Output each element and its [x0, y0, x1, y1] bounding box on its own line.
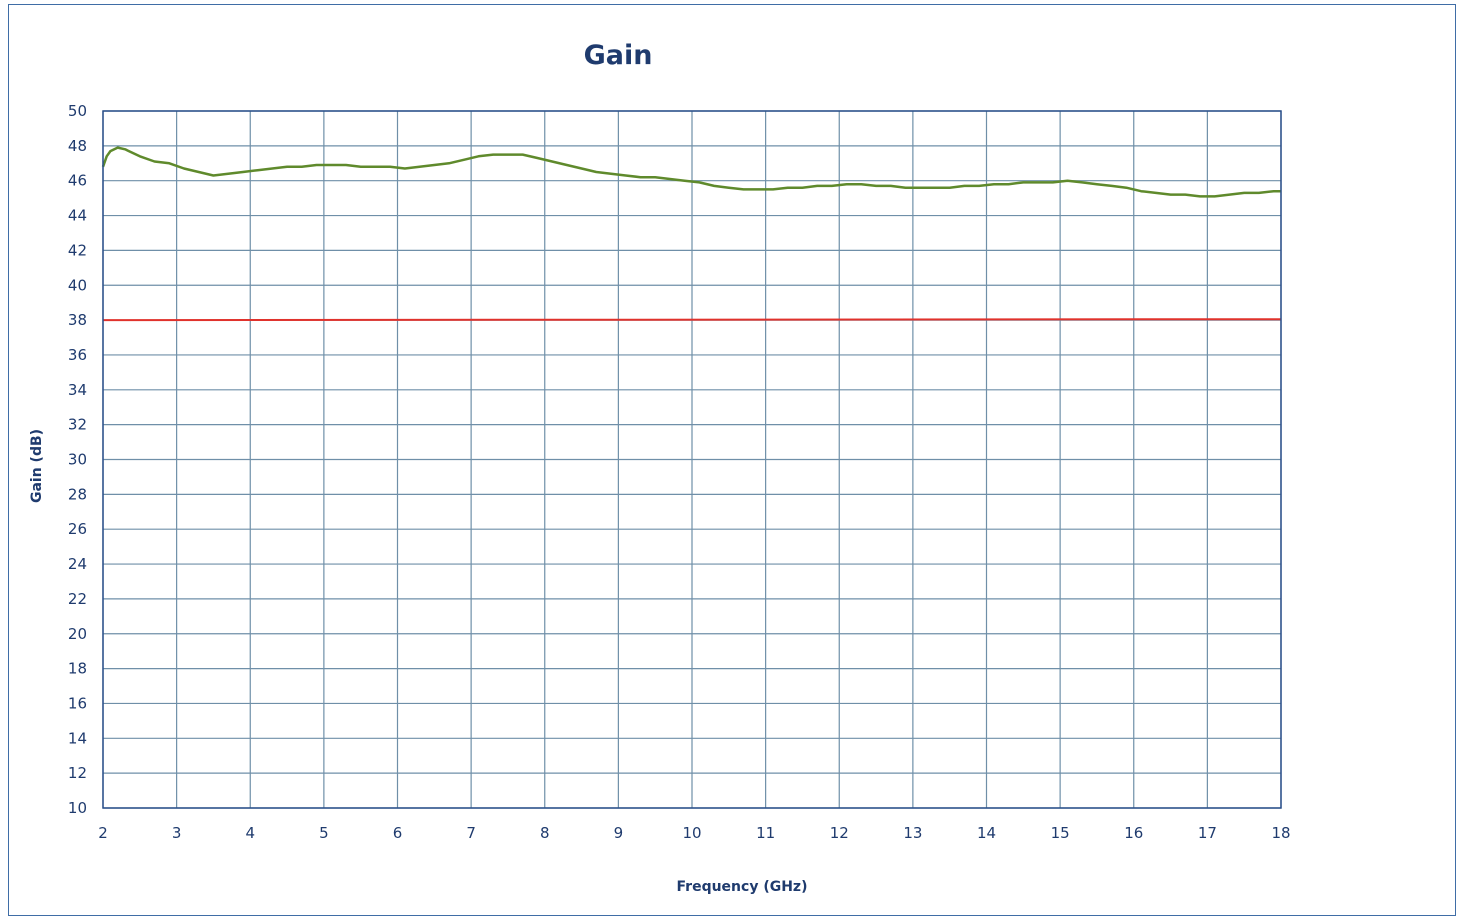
y-tick-label: 44	[68, 207, 87, 225]
gain-series-line	[101, 146, 1281, 198]
y-tick-label: 12	[68, 764, 87, 782]
x-tick-label: 2	[98, 824, 108, 842]
y-tick-label: 24	[68, 555, 87, 573]
x-tick-label: 7	[466, 824, 476, 842]
x-tick-label: 17	[1198, 824, 1217, 842]
x-tick-labels: 2 3 4 5 6 7 8 9 10 11 12 13 14 15 16 17 18	[98, 824, 1290, 842]
x-tick-label: 6	[393, 824, 403, 842]
x-tick-label: 11	[756, 824, 775, 842]
x-tick-label: 3	[172, 824, 182, 842]
y-tick-label: 32	[68, 416, 87, 434]
y-tick-label: 28	[68, 485, 87, 503]
x-tick-label: 16	[1124, 824, 1143, 842]
series-lines	[101, 146, 1282, 322]
y-tick-label: 18	[68, 660, 87, 678]
x-tick-label: 14	[977, 824, 996, 842]
y-tick-label: 50	[68, 102, 87, 120]
y-tick-label: 26	[68, 520, 87, 538]
y-tick-label: 34	[68, 381, 87, 399]
y-tick-labels: 10 12 14 16 18 20 22 24 26 28 30 32 34 36 38 40 42 44 46 48…	[68, 102, 87, 817]
x-tick-label: 5	[319, 824, 329, 842]
limit-series-line	[102, 318, 1282, 322]
grid-lines	[102, 110, 1282, 809]
y-tick-label: 42	[68, 241, 87, 259]
x-tick-label: 9	[614, 824, 624, 842]
y-axis-label: Gain (dB)	[29, 429, 45, 503]
x-tick-label: 18	[1271, 824, 1290, 842]
y-tick-label: 22	[68, 590, 87, 608]
x-axis-label: Frequency (GHz)	[677, 879, 808, 895]
y-tick-label: 40	[68, 276, 87, 294]
x-tick-label: 10	[682, 824, 701, 842]
y-tick-label: 30	[68, 451, 87, 469]
y-tick-label: 10	[68, 799, 87, 817]
y-tick-label: 46	[68, 172, 87, 190]
x-tick-label: 15	[1051, 824, 1070, 842]
x-tick-label: 8	[540, 824, 550, 842]
y-tick-label: 48	[68, 137, 87, 155]
plot-area-border	[102, 110, 1282, 809]
y-tick-label: 38	[68, 311, 87, 329]
y-tick-label: 16	[68, 694, 87, 712]
y-tick-label: 14	[68, 729, 87, 747]
chart-title: Gain	[584, 40, 653, 71]
x-tick-label: 12	[830, 824, 849, 842]
y-tick-label: 20	[68, 625, 87, 643]
x-tick-label: 4	[245, 824, 255, 842]
y-tick-label: 36	[68, 346, 87, 364]
x-tick-label: 13	[903, 824, 922, 842]
